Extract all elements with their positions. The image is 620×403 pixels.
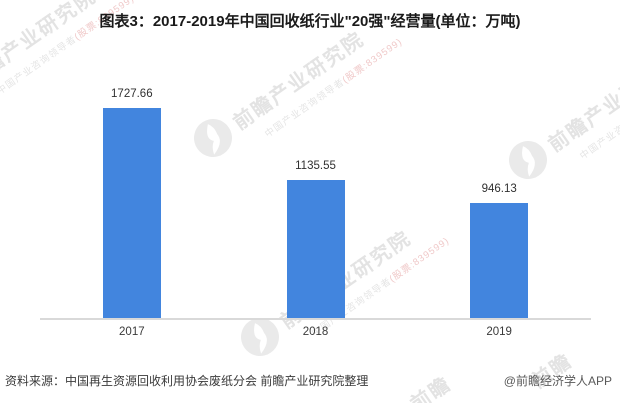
- value-label-2017: 1727.66: [111, 88, 153, 100]
- x-tick-label-2019: 2019: [486, 326, 512, 338]
- value-label-2019: 946.13: [481, 183, 517, 195]
- bar-2018: [286, 180, 345, 318]
- watermark-tile: 前瞻产业研究院中国产业咨询领导者(股票:839599): [234, 201, 452, 376]
- qianzhan-logo-icon: [241, 318, 279, 356]
- qianzhan-logo-icon: [509, 141, 547, 179]
- bar-2017: [102, 108, 161, 318]
- credit-text: @前瞻经济学人APP: [503, 374, 612, 388]
- bar-2019: [470, 203, 529, 318]
- qianzhan-logo-icon: [194, 119, 232, 157]
- chart-title: 图表3：2017-2019年中国回收纸行业"20强"经营量(单位：万吨): [99, 13, 521, 30]
- watermark-tile: 前瞻产业研究院中国产业咨询领导者(股票:839599): [187, 2, 405, 177]
- value-label-2018: 1135.55: [295, 160, 336, 172]
- x-tick-label-2018: 2018: [302, 326, 329, 338]
- x-axis-line: [40, 318, 591, 320]
- source-text: 资料来源：中国再生资源回收利用协会废纸分会 前瞻产业研究院整理: [5, 374, 369, 388]
- x-tick-label-2017: 2017: [119, 326, 145, 338]
